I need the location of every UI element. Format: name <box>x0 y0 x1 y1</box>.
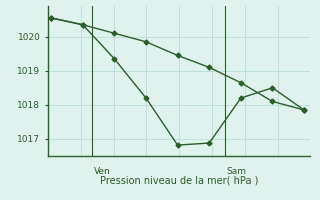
X-axis label: Pression niveau de la mer( hPa ): Pression niveau de la mer( hPa ) <box>100 175 258 185</box>
Text: Sam: Sam <box>227 167 247 176</box>
Text: Ven: Ven <box>94 167 111 176</box>
